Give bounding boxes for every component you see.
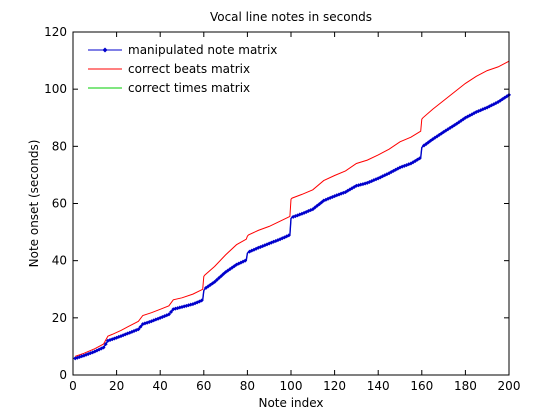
y-tick-label: 80 — [52, 139, 67, 153]
x-tick-label: 160 — [410, 379, 433, 393]
y-tick-label: 0 — [59, 368, 67, 382]
data-point — [219, 273, 224, 278]
y-tick-label: 20 — [52, 311, 67, 325]
data-point — [138, 324, 143, 329]
x-tick-label: 140 — [367, 379, 390, 393]
series-layer — [73, 60, 511, 361]
y-tick-label: 120 — [44, 25, 67, 39]
x-tick-label: 200 — [498, 379, 521, 393]
x-axis-label: Note index — [258, 396, 323, 410]
y-axis: 0 20 40 60 80 100 120 — [44, 25, 509, 382]
x-tick-label: 120 — [323, 379, 346, 393]
data-point — [214, 277, 219, 282]
data-point — [212, 279, 217, 284]
series-markers-manipulated-note-matrix — [73, 92, 511, 361]
legend-label-correct-times-matrix: correct times matrix — [128, 81, 250, 95]
data-point — [103, 342, 108, 347]
x-axis: 0 20 40 60 80 100 120 140 160 180 200 — [69, 32, 520, 393]
chart-title: Vocal line notes in seconds — [210, 10, 372, 24]
data-point — [169, 309, 174, 314]
data-point — [101, 345, 106, 350]
legend: manipulated note matrix correct beats mat… — [88, 43, 277, 95]
legend-marker — [102, 47, 108, 53]
x-tick-label: 80 — [240, 379, 255, 393]
data-point — [166, 312, 171, 317]
legend-label-correct-beats-matrix: correct beats matrix — [128, 62, 250, 76]
y-axis-label: Note onset (seconds) — [27, 140, 41, 268]
data-point — [243, 258, 248, 263]
x-tick-label: 60 — [196, 379, 211, 393]
data-point — [286, 233, 291, 238]
x-tick-label: 0 — [69, 379, 77, 393]
y-tick-label: 40 — [52, 254, 67, 268]
legend-label-manipulated-note-matrix: manipulated note matrix — [128, 43, 277, 57]
x-tick-label: 40 — [153, 379, 168, 393]
data-point — [417, 156, 422, 161]
x-tick-label: 180 — [454, 379, 477, 393]
x-tick-label: 20 — [109, 379, 124, 393]
x-tick-label: 100 — [280, 379, 303, 393]
data-point — [217, 275, 222, 280]
data-point — [136, 327, 141, 332]
y-tick-label: 60 — [52, 197, 67, 211]
data-point — [199, 298, 204, 303]
series-line-correct-beats-matrix — [75, 60, 510, 357]
y-tick-label: 100 — [44, 82, 67, 96]
data-point — [221, 272, 226, 277]
